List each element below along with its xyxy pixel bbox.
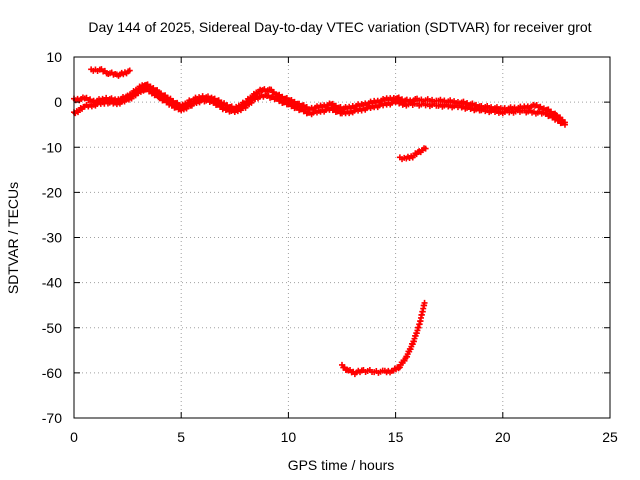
y-tick-label: -50 [42, 320, 62, 336]
x-tick-label: 0 [70, 429, 78, 445]
y-tick-label: 0 [54, 94, 62, 110]
chart-title: Day 144 of 2025, Sidereal Day-to-day VTE… [88, 19, 591, 35]
series-segment-near-minus-60 [339, 299, 428, 378]
series-early-arc [88, 66, 133, 79]
y-tick-label: -40 [42, 275, 62, 291]
y-tick-label: -30 [42, 230, 62, 246]
y-tick-label: -60 [42, 365, 62, 381]
x-tick-label: 10 [281, 429, 297, 445]
y-tick-label: 10 [46, 49, 62, 65]
data-point [126, 67, 133, 74]
data-point [561, 121, 568, 128]
data-point [421, 299, 428, 306]
y-tick-label: -70 [42, 410, 62, 426]
grid [74, 57, 610, 418]
x-axis-label: GPS time / hours [288, 457, 395, 473]
x-tick-label: 5 [177, 429, 185, 445]
data-point [422, 145, 429, 152]
y-axis-label: SDTVAR / TECUs [5, 182, 21, 294]
y-tick-label: -20 [42, 184, 62, 200]
x-tick-label: 25 [602, 429, 618, 445]
data-point [283, 95, 290, 102]
x-tick-label: 15 [388, 429, 404, 445]
ticks: 0 5 10 15 20 25 10 0 -10 -20 -30 -40 -50 -60 -70 [42, 49, 618, 445]
x-tick-label: 20 [495, 429, 511, 445]
data-series [71, 66, 568, 378]
data-point [294, 104, 301, 111]
series-segment-near-minus-12 [396, 145, 429, 163]
series-main-trace-lower [71, 85, 568, 128]
y-tick-label: -10 [42, 139, 62, 155]
data-point [337, 104, 344, 111]
